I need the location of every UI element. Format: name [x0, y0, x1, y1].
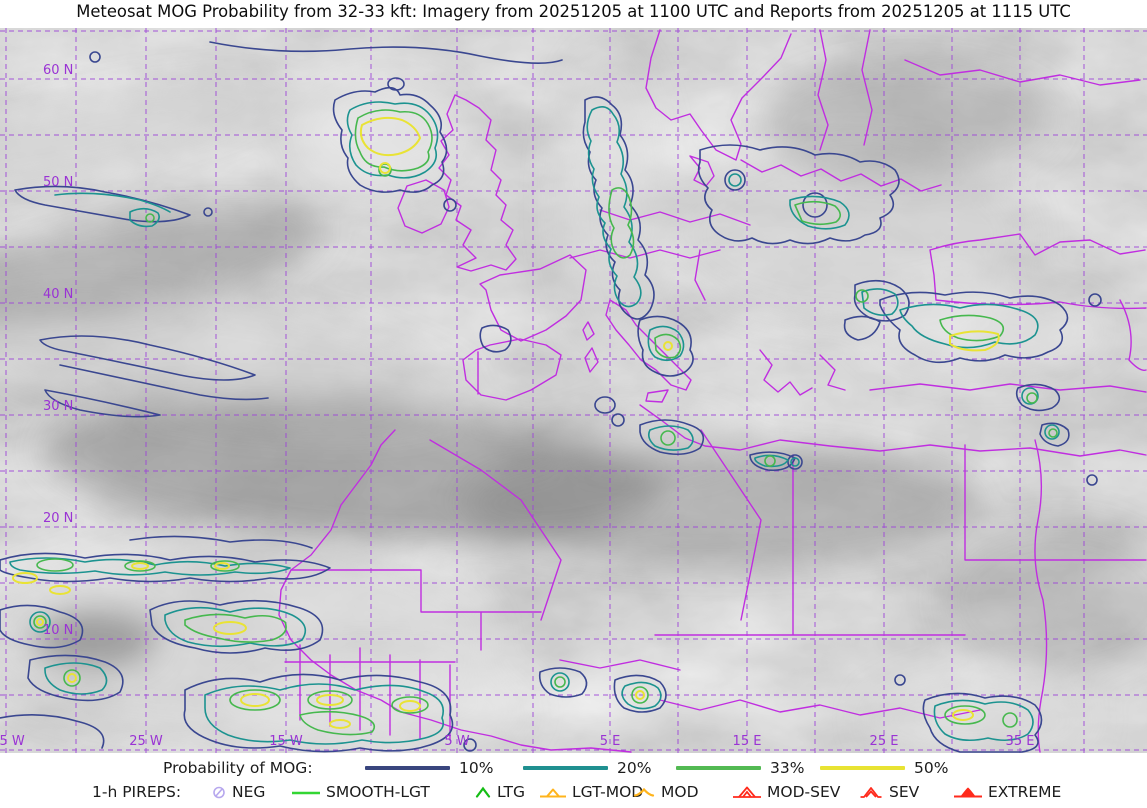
prob-item-50: 50% — [820, 757, 948, 779]
prob-item-20: 20% — [523, 757, 651, 779]
weather-map: 60 N 50 N 40 N 30 N 20 N 10 N 35 W 25 W … — [0, 28, 1147, 765]
probability-legend-row: Probability of MOG: 10% 20% 33% 50% — [0, 757, 1147, 779]
pirep-smooth-lgt-label: SMOOTH-LGT — [326, 783, 430, 801]
pirep-sev-label: SEV — [889, 783, 920, 801]
prob-50-line-swatch — [820, 765, 905, 771]
pirep-ltg-label: LTG — [497, 783, 525, 801]
pirep-item-ltg: LTG — [474, 781, 525, 803]
longitude-labels: 35 W 25 W 15 W 5 W 5 E 15 E 25 E 35 E — [0, 734, 1034, 749]
prob-item-33: 33% — [676, 757, 804, 779]
lon-label-35e: 35 E — [1006, 734, 1035, 749]
prob-item-10: 10% — [365, 757, 493, 779]
lon-label-25w: 25 W — [129, 734, 163, 749]
mod-sev-triangle-caret-icon — [732, 784, 762, 800]
lat-label-30n: 30 N — [43, 399, 73, 414]
pirep-item-sev: SEV — [858, 781, 919, 803]
contour-group-50pct — [12, 116, 1000, 729]
sev-double-caret-icon — [858, 784, 884, 800]
satellite-map-svg: 60 N 50 N 40 N 30 N 20 N 10 N 35 W 25 W … — [0, 28, 1147, 765]
graticule — [0, 28, 1147, 753]
prob-33-line-swatch — [676, 765, 761, 771]
pirep-item-extreme: EXTREME — [953, 781, 1061, 803]
lon-label-15e: 15 E — [733, 734, 762, 749]
probability-legend-label: Probability of MOG: — [163, 759, 313, 777]
ltg-caret-icon — [474, 784, 492, 800]
pirep-item-smooth-lgt: SMOOTH-LGT — [291, 781, 430, 803]
smooth-lgt-line-icon — [291, 784, 321, 800]
lgt-mod-triangle-icon — [539, 784, 567, 800]
prob-20-label: 20% — [617, 759, 652, 777]
contour-group-10pct — [0, 41, 1102, 753]
neg-null-symbol-icon — [211, 784, 227, 800]
country-borders — [278, 29, 1147, 753]
pirep-extreme-label: EXTREME — [988, 783, 1062, 801]
pireps-legend-row: 1-h PIREPS: NEG SMOOTH-LGT LTG LGT-MOD M… — [0, 781, 1147, 803]
lat-label-60n: 60 N — [43, 63, 73, 78]
pirep-mod-sev-label: MOD-SEV — [767, 783, 841, 801]
contour-group-33pct — [33, 109, 1058, 736]
pirep-item-lgt-mod: LGT-MOD — [539, 781, 643, 803]
lon-label-25e: 25 E — [870, 734, 899, 749]
lon-label-5w: 5 W — [444, 734, 469, 749]
prob-33-label: 33% — [770, 759, 805, 777]
lat-label-20n: 20 N — [43, 511, 73, 526]
contour-group-20pct — [9, 101, 1060, 745]
lat-label-50n: 50 N — [43, 175, 73, 190]
page-title: Meteosat MOG Probability from 32-33 kft:… — [76, 2, 1071, 21]
mod-caret-icon — [632, 784, 656, 800]
pireps-legend-label: 1-h PIREPS: — [92, 783, 182, 801]
pirep-item-neg: NEG — [211, 781, 265, 803]
lon-label-15w: 15 W — [269, 734, 303, 749]
pirep-item-mod: MOD — [632, 781, 699, 803]
lon-label-35w: 35 W — [0, 734, 25, 749]
satellite-image-base — [0, 28, 1147, 765]
pirep-lgt-mod-label: LGT-MOD — [572, 783, 644, 801]
lat-label-40n: 40 N — [43, 287, 73, 302]
lat-label-10n: 10 N — [43, 623, 73, 638]
pirep-mod-label: MOD — [661, 783, 699, 801]
prob-10-label: 10% — [459, 759, 494, 777]
pirep-item-mod-sev: MOD-SEV — [732, 781, 840, 803]
prob-10-line-swatch — [365, 765, 450, 771]
prob-20-line-swatch — [523, 765, 608, 771]
extreme-filled-triangle-icon — [953, 784, 983, 800]
pirep-neg-label: NEG — [232, 783, 266, 801]
lon-label-5e: 5 E — [600, 734, 621, 749]
prob-50-label: 50% — [914, 759, 949, 777]
latitude-labels: 60 N 50 N 40 N 30 N 20 N 10 N — [43, 63, 73, 638]
